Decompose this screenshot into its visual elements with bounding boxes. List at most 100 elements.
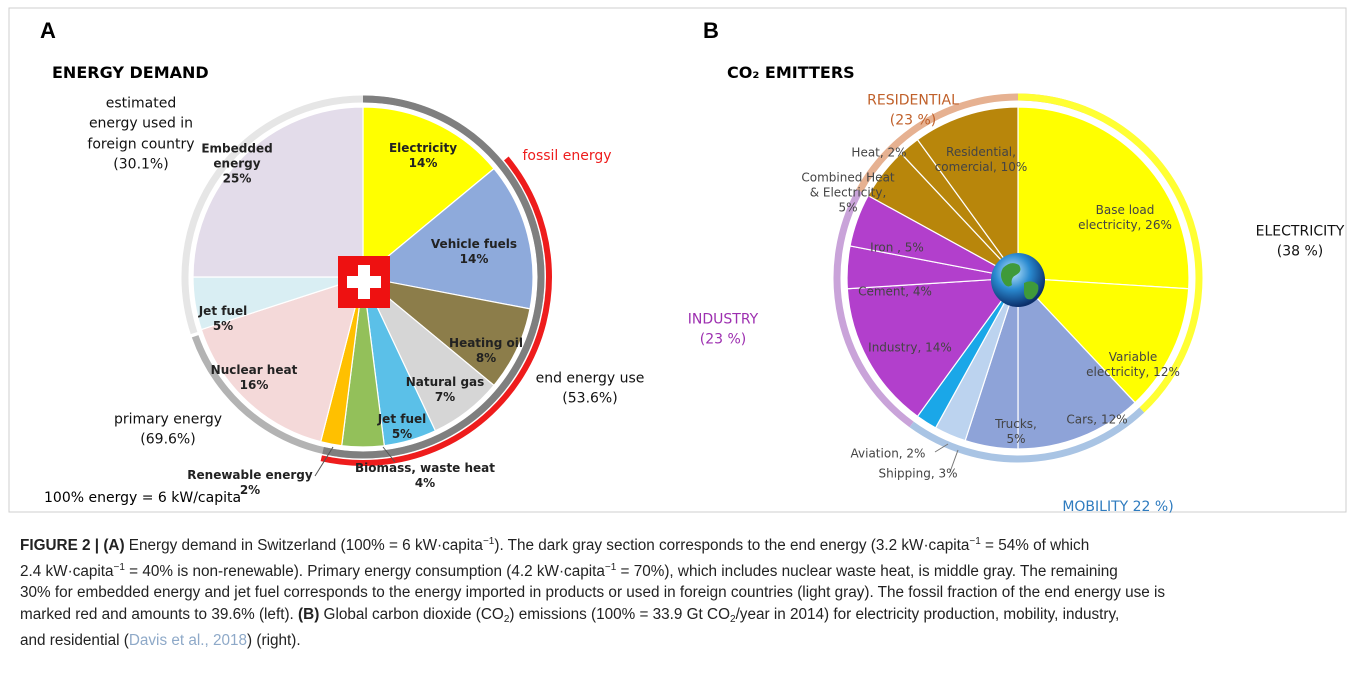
slice-label: Aviation, 2% (838, 447, 938, 462)
slice-name: Embedded energy (201, 141, 273, 171)
slice-label: Shipping, 3% (868, 467, 968, 482)
slice-label: Jet fuel 5% (183, 304, 263, 334)
slice-label: Jet fuel 5% (362, 412, 442, 442)
slice-label: Combined Heat & Electricity, 5% (799, 171, 897, 216)
ring-name: primary energy (113, 411, 223, 428)
ring-arc (833, 189, 914, 428)
caption-text: and residential ( (20, 632, 129, 649)
slice-label: Cement, 4% (845, 285, 945, 300)
slice-label: Heat, 2% (839, 146, 919, 161)
pie-slice (1017, 276, 1136, 450)
ring-label: estimated energy used in foreign country… (86, 93, 196, 174)
ring-name: INDUSTRY (687, 311, 759, 328)
caption-text: Energy demand in Switzerland (100% = 6 k… (124, 537, 483, 554)
pie-slice (846, 277, 1020, 418)
slice-name: Renewable energy (187, 468, 313, 482)
citation-link[interactable]: Davis et al., 2018 (128, 632, 248, 649)
slice-value-label: 5% (212, 319, 234, 333)
slice-label: Nuclear heat 16% (204, 363, 304, 393)
ring-label: ELECTRICITY (38 %) (1230, 222, 1355, 263)
slice-label: Natural gas 7% (400, 375, 490, 405)
ring-name: estimated energy used in foreign country (87, 95, 195, 152)
slice-name: Electricity (388, 141, 458, 155)
caption-text: (B) (298, 605, 320, 623)
slice-label: Industry, 14% (860, 341, 960, 356)
slice-value-label: 16% (239, 378, 269, 392)
slice-value-label: 4% (414, 476, 436, 490)
slice-label: Embedded energy 25% (197, 142, 277, 187)
slice-value-label: Heat, 2% (851, 145, 907, 160)
caption-text: 2 (503, 613, 510, 625)
slice-value-label: 8% (475, 351, 497, 365)
slice-value-label: Industry, 14% (868, 340, 952, 355)
caption-text: ) emissions (100% = 33.9 Gt CO (509, 605, 730, 623)
caption-text: = 70%), which includes nuclear waste hea… (616, 562, 1118, 580)
slice-name: Biomass, waste heat (354, 461, 496, 475)
ring-arc (909, 407, 1145, 463)
slice-value-label: Base load electricity, 26% (1078, 203, 1172, 232)
caption-text: marked red and amounts to 39.6% (left). (20, 605, 299, 623)
panel-label: A (40, 18, 56, 43)
ring-value-label: (23 %) (889, 113, 937, 129)
leader-line (949, 449, 959, 473)
slice-label: Trucks, 5% (991, 417, 1041, 447)
ring-label: MOBILITY 22 %) (1038, 497, 1198, 517)
figure-frame (8, 7, 1347, 513)
slice-label: Vehicle fuels 14% (424, 237, 524, 267)
slice-value-label: 7% (434, 390, 456, 404)
caption-line: marked red and amounts to 39.6% (left). … (20, 604, 1350, 631)
pie-slice (916, 106, 1019, 280)
slice-name: Heating oil (449, 336, 523, 350)
pie-slice (1017, 106, 1190, 290)
slice-value-label: Shipping, 3% (878, 466, 958, 481)
slice-value-label: 2% (239, 483, 261, 497)
slice-name: Jet fuel (377, 412, 427, 426)
caption-text: FIGURE 2 | (A) (20, 537, 125, 554)
pie-slice (200, 276, 364, 443)
ring-value-label: (30.1%) (113, 156, 169, 173)
leader-line (382, 446, 396, 463)
slice-value-label: Aviation, 2% (850, 446, 926, 461)
ring-label: primary energy (69.6%) (88, 410, 248, 451)
caption-text: −1 (113, 561, 125, 573)
ring-name: RESIDENTIAL (867, 92, 959, 109)
ring-name: ELECTRICITY (1255, 223, 1345, 240)
slice-value-label: 14% (408, 156, 438, 170)
slice-value-label: Cars, 12% (1066, 412, 1128, 427)
ring-label: RESIDENTIAL (23 %) (843, 91, 983, 132)
pie-slice (192, 106, 364, 278)
ring-value-label: (38 %) (1276, 244, 1324, 260)
caption-text: ). The dark gray section corresponds to … (494, 537, 970, 554)
pie-slice (1016, 277, 1190, 404)
slice-label: Cars, 12% (1047, 413, 1147, 428)
caption-text: ) (right). (247, 632, 301, 649)
ring-arc (181, 95, 364, 335)
ring-value-label: (53.6%) (562, 391, 618, 407)
ring-name: fossil energy (522, 147, 612, 164)
slice-value-label: Combined Heat & Electricity, 5% (801, 170, 895, 215)
slice-label: Renewable energy 2% (185, 468, 315, 498)
caption-line: and residential (Davis et al., 2018) (ri… (20, 630, 1350, 652)
caption-text: 2 (730, 613, 736, 625)
slice-label: Heating oil 8% (441, 336, 531, 366)
slice-name: Jet fuel (198, 304, 248, 318)
slice-value-label: 25% (222, 171, 252, 186)
slice-value-label: Iron , 5% (870, 240, 924, 255)
leader-line (314, 446, 334, 477)
slice-label: Variable electricity, 12% (1078, 350, 1188, 380)
panel-label: B (703, 18, 719, 43)
chart-title: CO₂ EMITTERS (727, 63, 855, 82)
caption-text: 30% for embedded energy and jet fuel cor… (20, 584, 1166, 601)
globe-icon (991, 253, 1045, 307)
slice-label: Biomass, waste heat 4% (345, 461, 505, 491)
pie-slice (362, 106, 495, 279)
caption-text: −1 (482, 536, 495, 547)
slice-name: Natural gas (405, 375, 485, 389)
caption-text: = 40% is non-renewable). Primary energy … (124, 562, 605, 580)
ring-arc (322, 95, 545, 459)
caption-text: −1 (969, 536, 981, 547)
ring-value-label: (23 %) (699, 332, 747, 348)
slice-name: Vehicle fuels (430, 237, 518, 251)
ring-arc (1017, 93, 1203, 413)
